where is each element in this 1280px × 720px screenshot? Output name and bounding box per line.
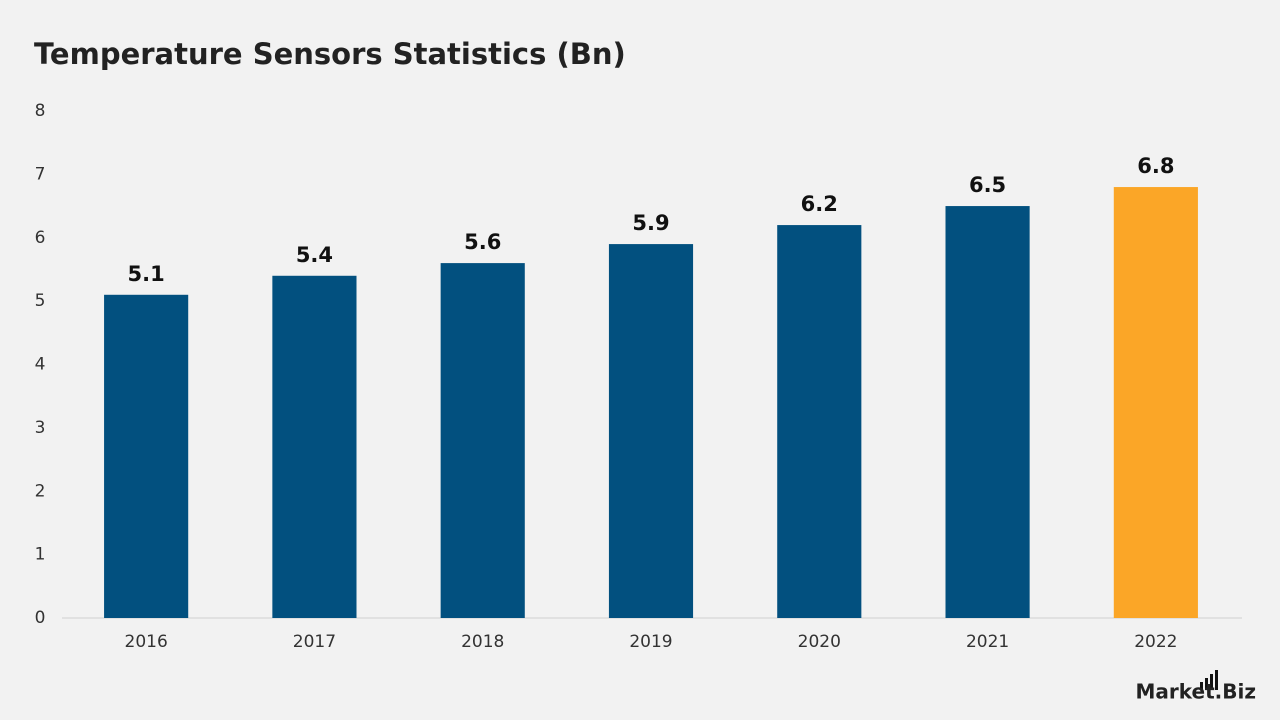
logo: Market.Biz (1136, 680, 1257, 704)
data-label: 6.8 (1137, 154, 1174, 178)
x-tick-label: 2016 (125, 632, 168, 652)
bar (104, 294, 189, 618)
x-tick-label: 2022 (1134, 632, 1177, 652)
bar (777, 225, 862, 618)
bar (440, 263, 525, 618)
data-label: 5.6 (464, 230, 501, 254)
bar (272, 275, 357, 618)
y-tick-label: 2 (35, 481, 46, 501)
bar (608, 244, 694, 618)
x-tick-label: 2017 (293, 632, 336, 652)
x-tick-label: 2019 (629, 632, 672, 652)
bar (945, 206, 1030, 618)
y-tick-label: 4 (35, 355, 46, 375)
data-label: 6.2 (801, 192, 838, 216)
y-tick-label: 3 (35, 418, 46, 438)
chart-title: Temperature Sensors Statistics (Bn) (34, 37, 626, 71)
x-tick-label: 2021 (966, 632, 1009, 652)
y-tick-label: 5 (35, 291, 46, 311)
data-label: 5.1 (128, 262, 165, 286)
data-label: 6.5 (969, 173, 1006, 197)
data-label: 5.4 (296, 243, 333, 267)
logo-icon (1200, 670, 1218, 690)
x-tick-label: 2018 (461, 632, 504, 652)
y-tick-label: 1 (35, 545, 46, 565)
bar (1113, 187, 1198, 619)
y-tick-label: 6 (35, 228, 46, 248)
y-tick-label: 8 (35, 101, 46, 121)
x-tick-label: 2020 (798, 632, 841, 652)
y-tick-label: 7 (35, 164, 46, 184)
data-label: 5.9 (632, 211, 669, 235)
y-tick-label: 0 (35, 608, 46, 628)
